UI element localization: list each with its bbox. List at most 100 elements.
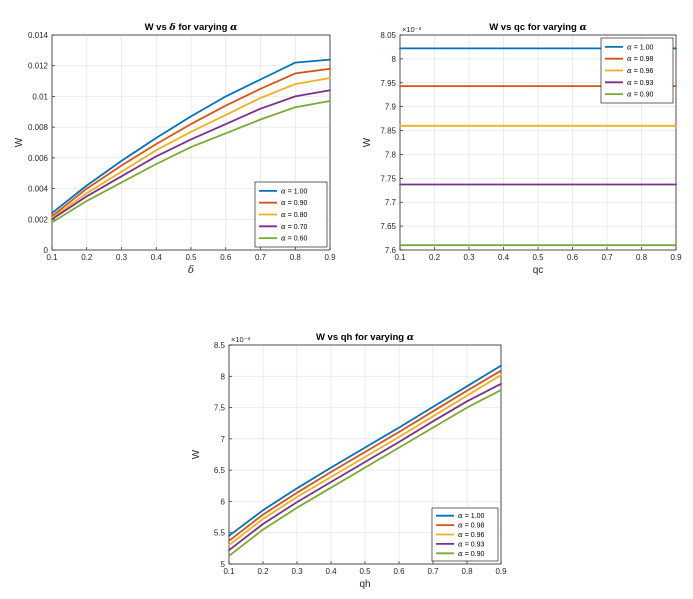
legend: α = 1.00 α = 0.98 α = 0.96 α = 0.93 α = 0.90 (600, 37, 674, 104)
x-tick-label: 0.1 (46, 253, 58, 262)
chart-title-param: α (407, 332, 415, 343)
legend-alpha-symbol: α (281, 199, 286, 207)
series-line-4 (228, 382, 502, 552)
series-line-3 (228, 374, 502, 547)
legend-label-4: α = 0.93 (458, 540, 484, 548)
legend: α = 1.00α = 0.98α = 0.96α = 0.93α = 0.90 (431, 507, 499, 562)
x-tick-label: 0.4 (325, 567, 337, 576)
legend-label-3: α = 0.96 (627, 67, 653, 75)
series-line-2 (51, 67, 331, 218)
series-line-1 (51, 58, 331, 215)
x-tick-label: 0.7 (255, 253, 267, 262)
x-tick-label: 0.3 (291, 567, 303, 576)
y-tick-label: 7.6 (385, 246, 397, 255)
x-tick-label: 0.4 (498, 253, 510, 262)
legend-value: = 0.80 (288, 212, 308, 219)
chart-title-text: W vs qh for varying (316, 332, 407, 343)
legend-label-1: α = 1.00 (458, 512, 484, 520)
y-tick-label: 7.65 (380, 222, 396, 231)
chart-3: 0.1 0.2 0.3 0.4 0.5 0.6 0.7 0.8 0.9 5 5.5 6 6.5 7 7.5 8… (191, 332, 507, 590)
y-tick-label: 0.014 (28, 31, 49, 40)
x-tick-label: 0.6 (393, 567, 405, 576)
legend-value: = 0.90 (288, 200, 308, 207)
legend-label-2: α = 0.90 (281, 199, 307, 207)
x-tick-label: 0.6 (220, 253, 232, 262)
legend-value: = 0.90 (634, 92, 654, 99)
legend-label-3: α = 0.96 (458, 531, 484, 539)
y-tick-label: 7.95 (380, 79, 396, 88)
series-line-5 (228, 389, 502, 557)
legend-value: = 1.00 (288, 188, 308, 195)
chart-title: W vs qh for varying α (316, 332, 415, 343)
x-tick-label: 0.4 (151, 253, 163, 262)
y-tick-label: 0.006 (28, 154, 49, 163)
y-axis-label: W (191, 449, 202, 459)
x-tick-label: 0.3 (116, 253, 128, 262)
y-tick-label: 7.85 (380, 127, 396, 136)
y-tick-label: 0.002 (28, 215, 49, 224)
legend-alpha-symbol: α (281, 223, 286, 231)
legend-label-1: α = 1.00 (627, 43, 653, 51)
y-tick-label: 0.012 (28, 62, 49, 71)
y-tick-label: 0 (44, 246, 49, 255)
x-tick-label: 0.5 (359, 567, 371, 576)
chart-title-symbol: δ (168, 22, 175, 33)
y-tick-label: 7.7 (385, 198, 397, 207)
legend-alpha-symbol: α (281, 187, 286, 195)
y-tick-label: 5.5 (214, 529, 226, 538)
legend-value: = 0.98 (465, 523, 485, 530)
x-tick-label: 0.8 (636, 253, 648, 262)
axes-box (399, 34, 677, 251)
legend-alpha-symbol: α (281, 211, 286, 219)
legend-alpha-symbol: α (627, 55, 632, 63)
legend-label-2: α = 0.98 (627, 55, 653, 63)
y-tick-label: 8 (392, 55, 397, 64)
legend-value: = 0.70 (288, 224, 308, 231)
y-tick-label: 7 (221, 435, 226, 444)
y-tick-label: 8.05 (380, 31, 396, 40)
legend-label-2: α = 0.98 (458, 522, 484, 530)
x-tick-label: 0.1 (223, 567, 235, 576)
x-tick-label: 0.8 (461, 567, 473, 576)
legend-label-5: α = 0.90 (458, 550, 484, 558)
axis-multiplier: ×10⁻³ (402, 25, 422, 34)
y-tick-label: 5 (221, 560, 226, 569)
x-tick-label: 0.7 (427, 567, 439, 576)
x-tick-label: 0.8 (290, 253, 302, 262)
legend-value: = 0.96 (465, 532, 485, 539)
legend: α = 1.00α = 0.90α = 0.80α = 0.70α = 0.60 (254, 181, 328, 248)
legend-alpha-symbol: α (458, 522, 463, 530)
chart-title-param: α (579, 22, 587, 33)
legend-value: = 1.00 (634, 44, 654, 51)
legend-value: = 0.60 (288, 236, 308, 243)
legend-alpha-symbol: α (458, 531, 463, 539)
axes-box (228, 344, 502, 565)
chart-title: W vs δ for varying α (145, 22, 239, 33)
chart-title-text: for varying (176, 22, 230, 33)
y-tick-label: 0.004 (28, 185, 49, 194)
chart-title: W vs qc for varying α (489, 22, 587, 33)
legend-label-4: α = 0.93 (627, 79, 653, 87)
series-line-4 (51, 89, 331, 221)
chart-1: 0.1 0.2 0.3 0.4 0.5 0.6 0.7 0.8 0.9 0 0.002 0.004 0.… (14, 22, 336, 276)
x-axis-label: qh (359, 579, 370, 590)
x-tick-label: 0.9 (324, 253, 336, 262)
x-tick-label: 0.2 (81, 253, 93, 262)
chart-title-param: α (230, 22, 238, 33)
chart-title-text: W vs (145, 22, 170, 33)
x-tick-label: 0.2 (257, 567, 269, 576)
x-tick-label: 0.2 (429, 253, 441, 262)
legend-value: = 0.93 (634, 80, 654, 87)
legend-value: = 1.00 (465, 513, 485, 520)
axes-box (51, 34, 331, 251)
series-line-2 (228, 369, 502, 542)
axis-multiplier: ×10⁻³ (231, 335, 251, 344)
x-tick-label: 0.3 (463, 253, 475, 262)
chart-title-text: W vs qc for varying (489, 22, 579, 33)
x-axis-label: δ (188, 265, 194, 276)
x-tick-label: 0.9 (670, 253, 682, 262)
legend-label-4: α = 0.70 (281, 223, 307, 231)
chart-2: 0.1 0.2 0.3 0.4 0.5 0.6 0.7 0.8 0.9 7.6 7.65 7.7 7.7… (362, 22, 682, 276)
y-tick-label: 7.75 (380, 174, 396, 183)
x-axis-label: qc (533, 265, 544, 276)
